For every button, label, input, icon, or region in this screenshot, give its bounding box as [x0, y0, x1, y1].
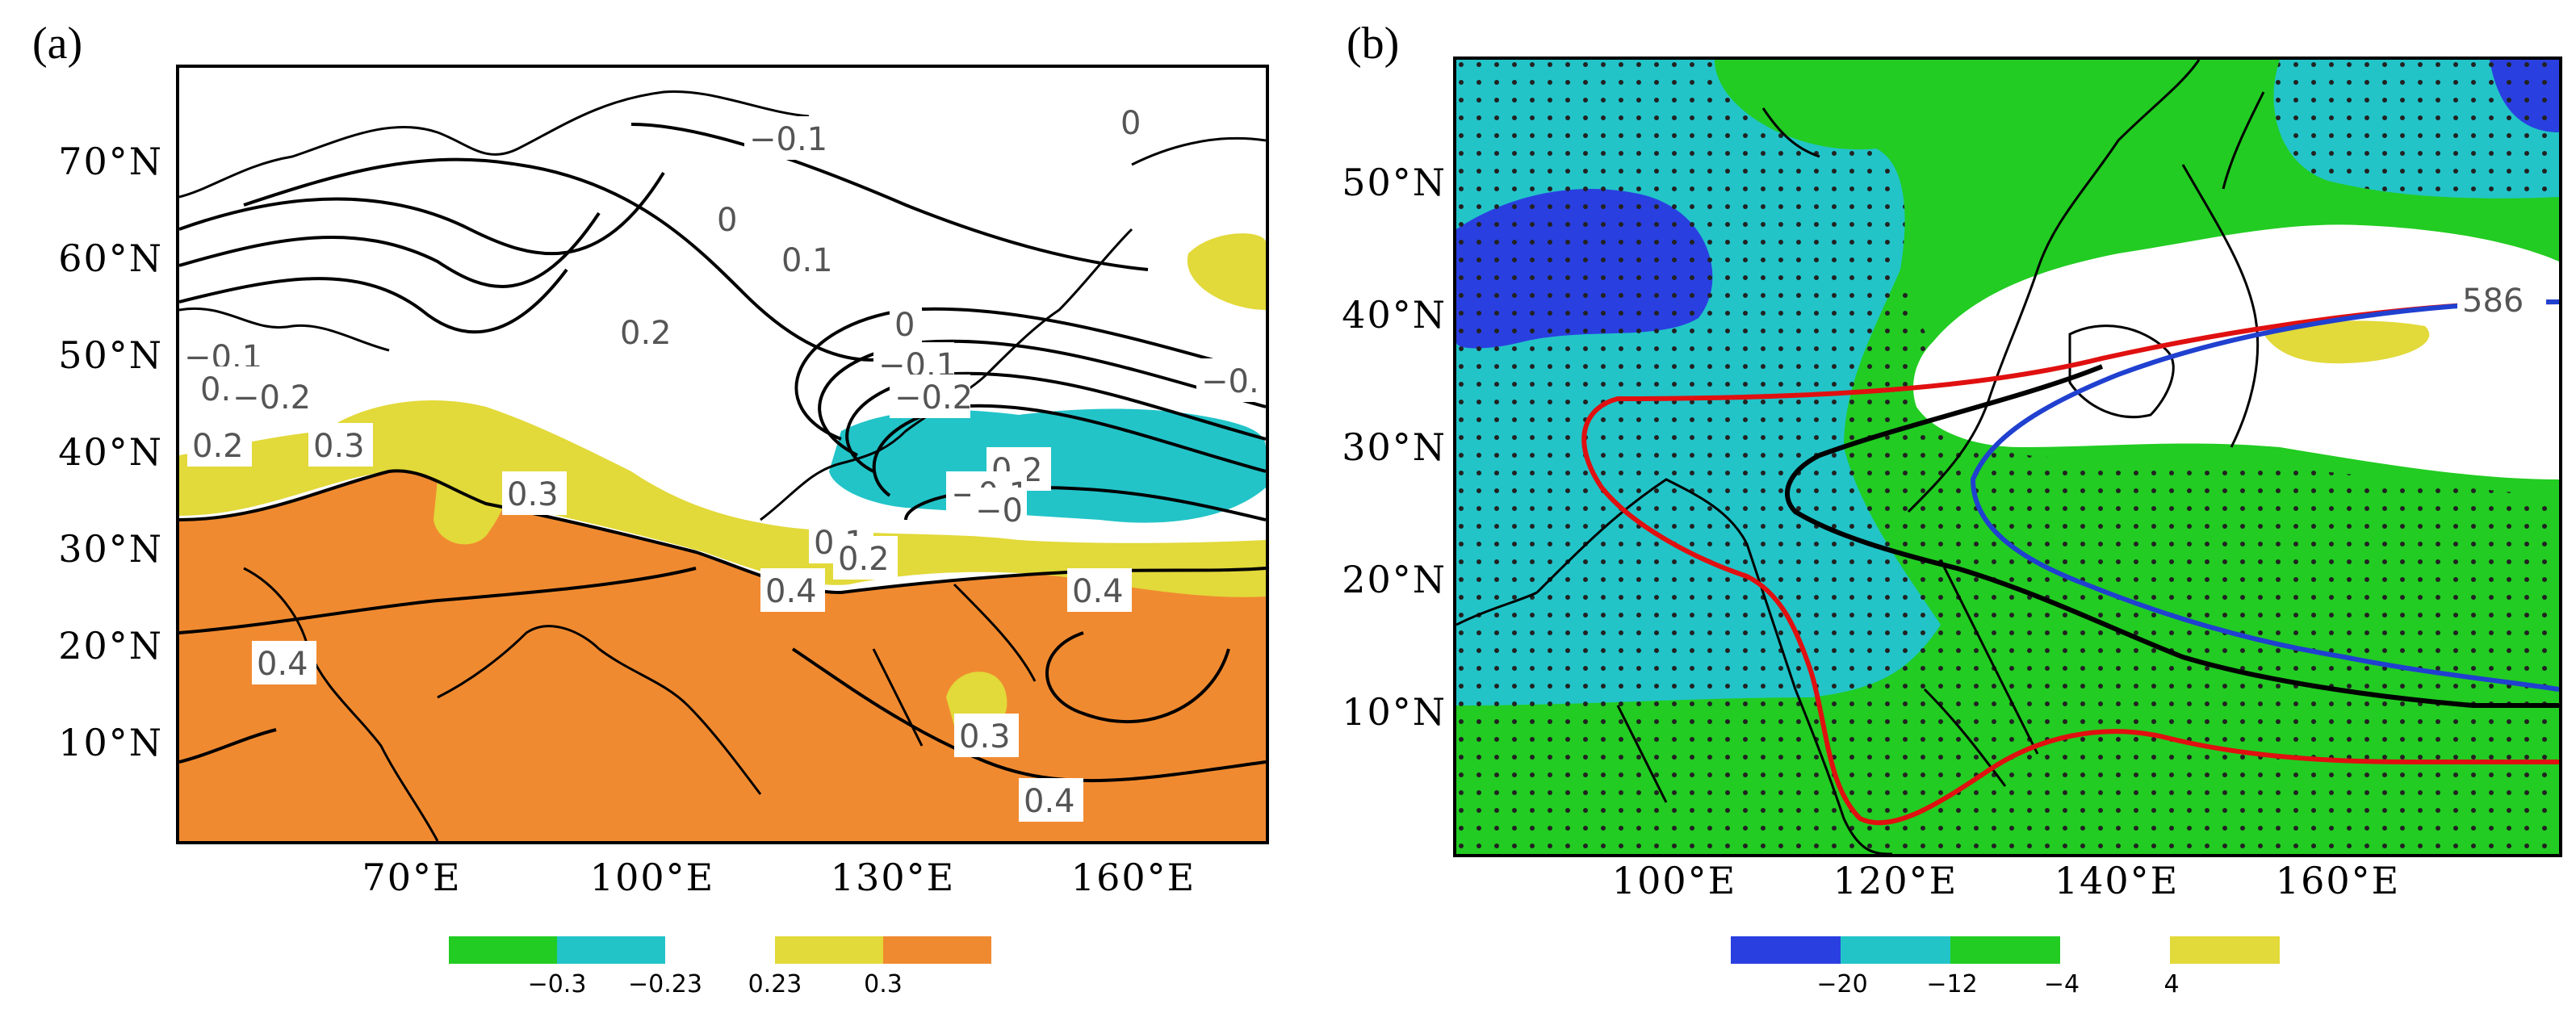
panel-b-map-svg: 586 [1456, 60, 2559, 854]
colorbar-swatch [1950, 936, 2060, 964]
colorbar-swatch [449, 936, 557, 964]
lat-tick-label: 20°N [58, 624, 163, 668]
panel-a-label: (a) [32, 19, 83, 69]
lat-tick-label: 40°N [1342, 293, 1447, 337]
colorbar-label: 4 [2163, 970, 2180, 998]
panel-a-contour-labels: −0.1 0 0 0.1 0.2 0 −0.1 −0.2 −0. 0.2 [179, 100, 1266, 822]
fill-yellow-blob-north [1187, 233, 1266, 310]
colorbar-label: −0.23 [628, 970, 702, 998]
contour-label: 0.4 [765, 573, 817, 610]
lat-tick-label: 40°N [58, 430, 163, 474]
contour-label: 0.4 [1024, 783, 1075, 820]
lat-tick-label: 70°N [58, 140, 163, 183]
contour-label: 0.3 [313, 428, 365, 465]
colorbar-swatch [2170, 936, 2280, 964]
lat-tick-label: 10°N [58, 721, 163, 764]
fill-yellow-band [179, 400, 1266, 597]
lon-tick-label: 140°E [2054, 859, 2180, 902]
colorbar-label: 0.23 [748, 970, 802, 998]
contour-label-bg [2457, 278, 2546, 321]
panel-b-map: 586 [1453, 57, 2562, 857]
contour-label: −0.1 [749, 121, 827, 158]
colorbar-label: 0.3 [864, 970, 903, 998]
contour-label: 0 [717, 202, 737, 239]
contour-label: 0.2 [192, 428, 244, 465]
contour-line-blue [1970, 299, 2559, 692]
lat-tick-label: 30°N [58, 527, 163, 571]
contour-line-red [1581, 299, 2559, 826]
panel-b-label: (b) [1347, 19, 1400, 69]
contour-label: 0.2 [620, 315, 672, 352]
contour-line-black [1785, 364, 2559, 708]
contour-label: 0 [1120, 105, 1141, 142]
fill-yellow-blob [2264, 320, 2430, 364]
colorbar-swatch [1841, 936, 1950, 964]
fill-white-region [1913, 224, 2559, 479]
lon-tick-label: 160°E [1070, 856, 1196, 899]
lon-tick-label: 160°E [2275, 859, 2401, 902]
colorbar-label: −12 [1926, 970, 1978, 998]
colorbar-swatch [775, 936, 883, 964]
contour-label: 0 [894, 307, 915, 344]
contour-label: 0.3 [959, 718, 1011, 756]
lat-tick-label: 30°N [1342, 425, 1447, 469]
contour-label: −0.2 [894, 379, 973, 417]
colorbar-label: −4 [2043, 970, 2080, 998]
contour-label: 0.4 [1072, 573, 1124, 610]
lat-tick-label: 50°N [1342, 161, 1447, 204]
panel-a-map: −0.1 0 0 0.1 0.2 0 −0.1 −0.2 −0. 0.2 [176, 65, 1269, 844]
contour-label: −0.2 [232, 379, 311, 417]
lon-tick-label: 100°E [1611, 859, 1737, 902]
contour-label: −0 [975, 492, 1023, 530]
lat-tick-label: 60°N [58, 237, 163, 280]
colorbar-label: −20 [1816, 970, 1868, 998]
lon-tick-label: 100°E [589, 856, 715, 899]
coastlines [1456, 60, 2265, 854]
lon-tick-label: 70°E [362, 856, 462, 899]
lat-tick-label: 10°N [1342, 690, 1447, 734]
stipple-significance [1456, 60, 2559, 854]
lat-tick-label: 20°N [1342, 558, 1447, 601]
lon-tick-label: 120°E [1833, 859, 1958, 902]
colorbar-swatch [557, 936, 665, 964]
lat-tick-label: 50°N [58, 333, 163, 377]
stipple-topright [2273, 60, 2559, 199]
contour-label: 0.3 [507, 476, 559, 513]
contour-label: −0. [1201, 363, 1259, 400]
contour-label: 586 [2462, 283, 2524, 320]
colorbar-swatch [883, 936, 991, 964]
contour-label: 0.4 [257, 646, 308, 683]
panel-a-map-svg: −0.1 0 0 0.1 0.2 0 −0.1 −0.2 −0. 0.2 [179, 90, 1266, 841]
colorbar-label: −0.3 [527, 970, 587, 998]
contour-label: 0.2 [838, 541, 890, 578]
colorbar-swatch [1731, 936, 1841, 964]
lon-tick-label: 130°E [830, 856, 956, 899]
contour-label: 0.1 [781, 242, 833, 279]
